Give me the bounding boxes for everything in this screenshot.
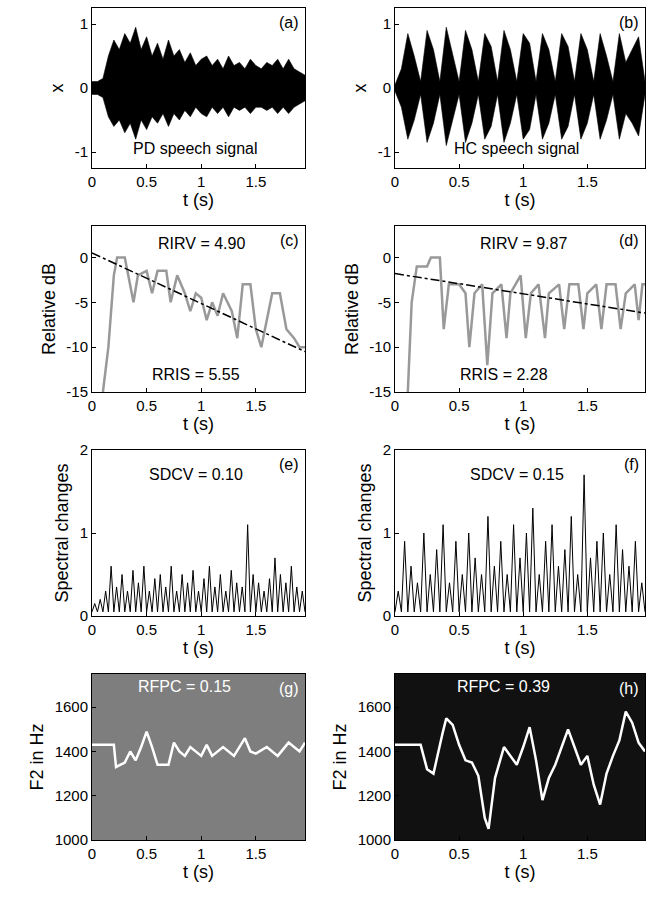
svg-text:Spectral changes: Spectral changes — [52, 463, 72, 602]
svg-text:0: 0 — [383, 79, 391, 96]
svg-text:SDCV = 0.15: SDCV = 0.15 — [470, 466, 564, 483]
svg-text:1.5: 1.5 — [245, 845, 266, 862]
svg-text:1600: 1600 — [55, 698, 88, 715]
svg-text:x: x — [350, 84, 370, 93]
svg-text:0.5: 0.5 — [449, 845, 470, 862]
svg-text:1200: 1200 — [55, 787, 88, 804]
svg-text:x: x — [47, 84, 67, 93]
svg-text:2: 2 — [80, 441, 88, 458]
svg-text:F2 in Hz: F2 in Hz — [330, 723, 350, 790]
svg-text:1: 1 — [197, 397, 205, 414]
svg-text:1.5: 1.5 — [577, 397, 598, 414]
svg-text:0: 0 — [80, 249, 88, 266]
svg-text:-5: -5 — [75, 294, 88, 311]
svg-text:Relative dB: Relative dB — [342, 263, 362, 355]
svg-text:-1: -1 — [75, 143, 88, 160]
svg-text:0.5: 0.5 — [449, 397, 470, 414]
svg-text:1: 1 — [80, 15, 88, 32]
svg-text:(g): (g) — [279, 680, 299, 697]
svg-text:RRIS = 5.55: RRIS = 5.55 — [152, 366, 240, 383]
svg-text:0: 0 — [88, 845, 96, 862]
svg-text:0: 0 — [391, 845, 399, 862]
svg-text:0: 0 — [88, 621, 96, 638]
svg-text:1.5: 1.5 — [245, 621, 266, 638]
svg-text:(c): (c) — [280, 232, 299, 249]
svg-text:0.5: 0.5 — [136, 173, 157, 190]
svg-text:1.5: 1.5 — [577, 173, 598, 190]
svg-text:1: 1 — [197, 621, 205, 638]
svg-text:1600: 1600 — [358, 698, 391, 715]
svg-text:1: 1 — [197, 845, 205, 862]
svg-text:0.5: 0.5 — [136, 845, 157, 862]
svg-text:1000: 1000 — [55, 831, 88, 848]
svg-text:0: 0 — [88, 173, 96, 190]
svg-text:0.5: 0.5 — [449, 621, 470, 638]
svg-text:0: 0 — [383, 249, 391, 266]
svg-text:1.5: 1.5 — [577, 621, 598, 638]
svg-text:1: 1 — [519, 845, 527, 862]
svg-text:t (s): t (s) — [183, 190, 214, 210]
svg-text:(f): (f) — [624, 456, 639, 473]
svg-text:RIRV = 4.90: RIRV = 4.90 — [158, 235, 245, 252]
svg-text:RFPC = 0.15: RFPC = 0.15 — [138, 678, 231, 695]
svg-text:SDCV = 0.10: SDCV = 0.10 — [149, 466, 243, 483]
svg-text:1400: 1400 — [55, 743, 88, 760]
svg-text:(b): (b) — [619, 14, 639, 31]
svg-text:(a): (a) — [279, 14, 299, 31]
svg-text:t (s): t (s) — [505, 190, 536, 210]
svg-text:t (s): t (s) — [505, 414, 536, 434]
svg-text:F2 in Hz: F2 in Hz — [27, 723, 47, 790]
svg-text:RIRV = 9.87: RIRV = 9.87 — [480, 235, 567, 252]
svg-text:0: 0 — [391, 621, 399, 638]
svg-text:0: 0 — [391, 173, 399, 190]
svg-text:t (s): t (s) — [183, 862, 214, 882]
svg-text:0.5: 0.5 — [136, 397, 157, 414]
svg-text:RFPC = 0.39: RFPC = 0.39 — [457, 678, 550, 695]
svg-text:(e): (e) — [279, 456, 299, 473]
svg-text:-5: -5 — [378, 294, 391, 311]
svg-text:1000: 1000 — [358, 831, 391, 848]
svg-text:0: 0 — [80, 79, 88, 96]
svg-text:1: 1 — [197, 173, 205, 190]
svg-text:0: 0 — [391, 397, 399, 414]
svg-text:RRIS = 2.28: RRIS = 2.28 — [460, 366, 548, 383]
svg-text:Spectral changes: Spectral changes — [355, 463, 375, 602]
svg-text:HC speech signal: HC speech signal — [454, 140, 579, 157]
svg-text:1: 1 — [383, 524, 391, 541]
svg-text:1: 1 — [383, 15, 391, 32]
svg-text:t (s): t (s) — [183, 414, 214, 434]
svg-text:1: 1 — [80, 524, 88, 541]
svg-text:t (s): t (s) — [183, 638, 214, 658]
svg-text:t (s): t (s) — [505, 862, 536, 882]
svg-text:-10: -10 — [66, 338, 88, 355]
svg-text:t (s): t (s) — [505, 638, 536, 658]
svg-text:0: 0 — [88, 397, 96, 414]
svg-text:1200: 1200 — [358, 787, 391, 804]
svg-text:0: 0 — [80, 607, 88, 624]
svg-text:0.5: 0.5 — [136, 621, 157, 638]
svg-text:-1: -1 — [378, 143, 391, 160]
svg-text:1.5: 1.5 — [245, 397, 266, 414]
svg-text:(h): (h) — [619, 680, 639, 697]
svg-text:1: 1 — [519, 173, 527, 190]
svg-text:-15: -15 — [369, 383, 391, 400]
svg-text:0: 0 — [383, 607, 391, 624]
svg-text:1: 1 — [519, 397, 527, 414]
svg-text:-15: -15 — [66, 383, 88, 400]
svg-text:1: 1 — [519, 621, 527, 638]
svg-text:2: 2 — [383, 441, 391, 458]
svg-text:(d): (d) — [619, 232, 639, 249]
svg-text:Relative dB: Relative dB — [39, 263, 59, 355]
svg-text:0.5: 0.5 — [449, 173, 470, 190]
svg-text:-10: -10 — [369, 338, 391, 355]
svg-text:1.5: 1.5 — [245, 173, 266, 190]
svg-text:1.5: 1.5 — [577, 845, 598, 862]
svg-text:PD speech signal: PD speech signal — [133, 140, 258, 157]
svg-text:1400: 1400 — [358, 743, 391, 760]
